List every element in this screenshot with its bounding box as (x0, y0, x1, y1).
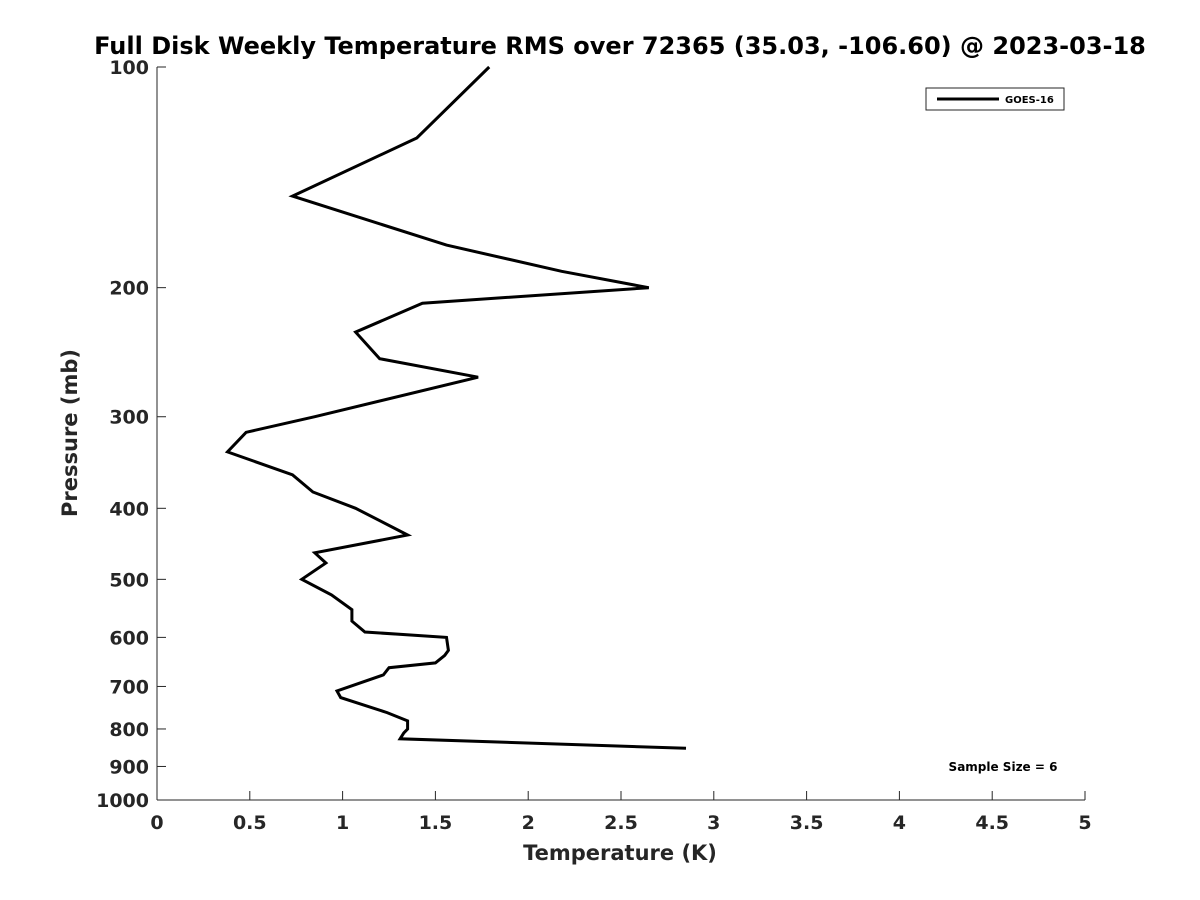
y-tick-label: 700 (109, 676, 149, 698)
plot-area (157, 67, 1085, 800)
x-tick-label: 5 (1078, 812, 1091, 834)
series-line-goes-16 (224, 65, 687, 750)
x-tick-label: 1 (336, 812, 349, 834)
y-tick-label: 200 (109, 278, 149, 300)
x-tick-label: 3.5 (790, 812, 824, 834)
y-axis-label: Pressure (mb) (58, 349, 82, 517)
x-tick-label: 2.5 (604, 812, 638, 834)
y-tick-label: 300 (109, 407, 149, 429)
x-tick-label: 2 (522, 812, 535, 834)
y-tick-label: 1000 (96, 790, 149, 812)
x-tick-label: 3 (707, 812, 720, 834)
y-tick-label: 900 (109, 756, 149, 778)
y-tick-label: 600 (109, 627, 149, 649)
x-axis-label: Temperature (K) (523, 841, 717, 865)
legend: GOES-16 (925, 87, 1065, 111)
legend-label-goes-16: GOES-16 (1005, 95, 1054, 106)
x-axis-ticks: 0 0.5 1 1.5 2 2.5 3 3.5 4 4.5 5 (150, 791, 1092, 834)
y-tick-label: 400 (109, 498, 149, 520)
sample-size-annotation: Sample Size = 6 (949, 760, 1058, 774)
chart-title: Full Disk Weekly Temperature RMS over 72… (94, 32, 1146, 60)
y-tick-label: 100 (109, 57, 149, 79)
x-tick-label: 0.5 (233, 812, 267, 834)
x-tick-label: 4 (893, 812, 906, 834)
x-tick-label: 4.5 (975, 812, 1009, 834)
x-tick-label: 0 (150, 812, 163, 834)
y-tick-label: 500 (109, 569, 149, 591)
y-axis-ticks: 100 200 300 400 500 600 700 800 900 1000 (96, 57, 166, 812)
y-tick-label: 800 (109, 719, 149, 741)
x-tick-label: 1.5 (419, 812, 453, 834)
